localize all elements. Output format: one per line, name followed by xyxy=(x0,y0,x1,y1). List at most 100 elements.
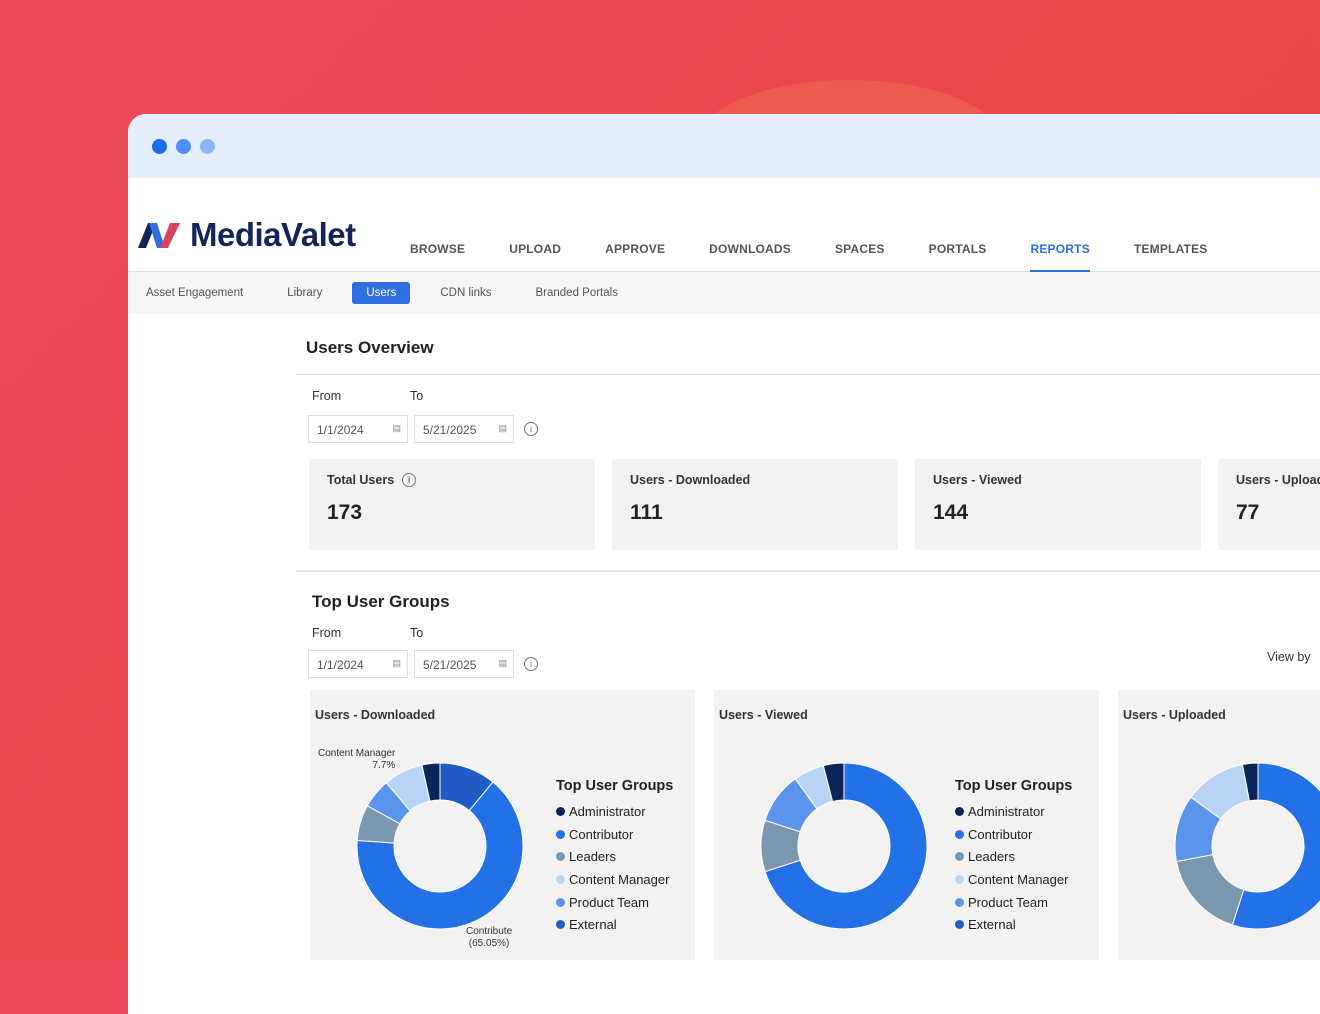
main-content: Users Overview From To 1/1/2024 ▤ 5/21/202… xyxy=(296,316,1320,960)
legend-label: Leaders xyxy=(569,849,616,865)
nav-item-upload[interactable]: UPLOAD xyxy=(509,242,562,256)
chart-title: Users - Viewed xyxy=(719,708,808,722)
legend-label: Contributor xyxy=(569,826,634,842)
nav-item-templates[interactable]: TEMPLATES xyxy=(1133,242,1208,256)
to-label: To xyxy=(410,389,424,403)
from-label: From xyxy=(312,389,342,403)
legend-item[interactable]: Contributor xyxy=(556,823,673,846)
stat-card-value: 173 xyxy=(327,501,363,524)
legend-item[interactable]: Leaders xyxy=(955,845,1072,868)
nav-item-reports[interactable]: REPORTS xyxy=(1030,242,1090,272)
legend-swatch xyxy=(556,852,565,862)
annotation-line1: Contribute xyxy=(466,926,513,937)
legend-label: Leaders xyxy=(968,849,1015,865)
calendar-icon[interactable]: ▤ xyxy=(392,423,401,433)
legend-swatch xyxy=(955,897,964,907)
subnav-asset-engagement[interactable]: Asset Engagement xyxy=(146,287,244,299)
calendar-icon[interactable]: ▤ xyxy=(498,658,507,668)
slice-contributor[interactable] xyxy=(764,762,928,930)
stat-card-value: 144 xyxy=(933,501,969,524)
window-dot-maximize[interactable] xyxy=(200,138,215,154)
nav-item-downloads[interactable]: DOWNLOADS xyxy=(709,242,791,256)
chart-panel: Users - Viewed Top User Groups Administrat… xyxy=(714,690,1099,960)
calendar-icon[interactable]: ▤ xyxy=(498,423,507,433)
legend-item[interactable]: Contributor xyxy=(955,823,1072,846)
stat-card: Users - Downloaded 111 xyxy=(612,459,898,550)
legend-label: Administrator xyxy=(569,803,646,819)
subnav-branded-portals[interactable]: Branded Portals xyxy=(535,287,618,299)
slice-leaders[interactable] xyxy=(1175,854,1245,926)
stat-card-value: 77 xyxy=(1236,501,1260,524)
slice-administrator[interactable] xyxy=(421,762,441,802)
legend-item[interactable]: Administrator xyxy=(955,800,1072,823)
legend-item[interactable]: Product Team xyxy=(556,891,673,914)
legend-label: Product Team xyxy=(968,894,1048,910)
stat-card-value: 111 xyxy=(630,501,663,524)
main-nav: BROWSE UPLOAD APPROVE DOWNLOADS SPACES PORTAL… xyxy=(410,242,1251,272)
stat-card-label: Users - Downloaded xyxy=(630,473,751,487)
from-date-input[interactable]: 1/1/2024 ▤ xyxy=(308,415,408,443)
slice-contributor[interactable] xyxy=(356,781,524,930)
logo-text: MediaValet xyxy=(190,216,356,253)
reports-subnav: Asset Engagement Library Users CDN links Bra… xyxy=(128,272,1320,314)
stat-card-label: Users - Upload xyxy=(1236,473,1320,487)
legend-item[interactable]: External xyxy=(556,913,673,936)
view-by-label[interactable]: View by xyxy=(1267,650,1311,664)
legend-item[interactable]: External xyxy=(955,913,1072,936)
to-date-value: 5/21/2025 xyxy=(423,423,477,437)
slice-administrator[interactable] xyxy=(822,762,845,803)
legend-item[interactable]: Leaders xyxy=(556,845,673,868)
charts-row: Users - Downloaded Top User Groups Adminis… xyxy=(296,690,1320,960)
legend-label: External xyxy=(569,917,617,933)
nav-item-spaces[interactable]: SPACES xyxy=(834,242,885,256)
chart-panel: Users - Downloaded Top User Groups Adminis… xyxy=(310,690,695,960)
legend-item[interactable]: Product Team xyxy=(955,891,1072,914)
calendar-icon[interactable]: ▤ xyxy=(392,658,401,668)
info-icon[interactable]: i xyxy=(402,473,417,487)
slice-administrator[interactable] xyxy=(1241,762,1259,802)
header: MediaValet BROWSE UPLOAD APPROVE DOWNLOADS S… xyxy=(128,178,1320,272)
window-dot-minimize[interactable] xyxy=(176,138,191,154)
legend-label: Content Manager xyxy=(569,871,670,887)
stat-card-label: Users - Viewed xyxy=(933,473,1022,487)
stat-card: Users - Upload 77 xyxy=(1218,459,1320,550)
groups-from-date-input[interactable]: 1/1/2024 ▤ xyxy=(308,650,408,678)
groups-to-date-input[interactable]: 5/21/2025 ▤ xyxy=(414,650,514,678)
legend-swatch xyxy=(556,920,565,930)
chart-annotation: Content Manager 7.7% xyxy=(318,748,395,772)
subnav-cdn-links[interactable]: CDN links xyxy=(440,287,492,299)
page-title: Users Overview xyxy=(296,316,1320,375)
info-icon[interactable]: i xyxy=(524,657,538,671)
to-date-value: 5/21/2025 xyxy=(423,658,477,672)
legend-swatch xyxy=(955,829,964,839)
logo-icon xyxy=(138,223,180,248)
slice-contributor[interactable] xyxy=(1231,762,1320,930)
chart-legend: Top User Groups Administrator Contributor L… xyxy=(955,778,1072,936)
nav-item-approve[interactable]: APPROVE xyxy=(605,242,666,256)
legend-item[interactable]: Administrator xyxy=(556,800,673,823)
nav-item-portals[interactable]: PORTALS xyxy=(928,242,987,256)
legend-swatch xyxy=(556,897,565,907)
legend-swatch xyxy=(556,806,565,816)
to-date-input[interactable]: 5/21/2025 ▤ xyxy=(414,415,514,443)
legend-label: External xyxy=(968,917,1016,933)
legend-item[interactable]: Content Manager xyxy=(556,868,673,891)
stat-card: Users - Viewed 144 xyxy=(915,459,1201,550)
stat-card: Total Users i 173 xyxy=(309,459,595,550)
legend-swatch xyxy=(955,806,964,816)
annotation-line2: (65.05%) xyxy=(468,938,510,949)
donut-chart xyxy=(1174,762,1320,930)
annotation-line2: 7.7% xyxy=(372,760,396,771)
title-bar xyxy=(128,114,1320,178)
subnav-library[interactable]: Library xyxy=(287,287,323,299)
legend-swatch xyxy=(556,829,565,839)
logo[interactable]: MediaValet xyxy=(136,216,356,254)
window-dot-close[interactable] xyxy=(152,138,167,154)
info-icon[interactable]: i xyxy=(524,422,538,436)
legend-item[interactable]: Content Manager xyxy=(955,868,1072,891)
stat-cards: Total Users i 173 Users - Downloaded 111 User… xyxy=(296,459,1320,550)
nav-item-browse[interactable]: BROWSE xyxy=(410,242,466,256)
from-date-value: 1/1/2024 xyxy=(317,423,364,437)
legend-label: Contributor xyxy=(968,826,1033,842)
subnav-users[interactable]: Users xyxy=(352,282,411,304)
